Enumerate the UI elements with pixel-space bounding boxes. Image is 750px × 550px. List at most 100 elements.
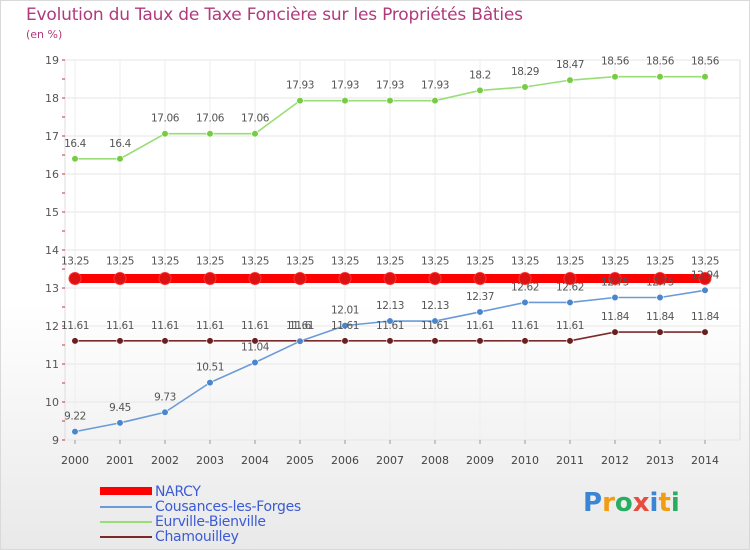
data-label: 13.25 — [331, 256, 359, 268]
data-label: 10.51 — [196, 362, 224, 374]
data-point — [251, 337, 259, 345]
data-point — [431, 97, 439, 105]
data-label: 13.25 — [691, 256, 719, 268]
data-label: 12.75 — [646, 277, 674, 289]
data-point — [476, 337, 484, 345]
data-point — [701, 328, 709, 336]
data-point — [521, 83, 529, 91]
data-point — [116, 155, 124, 163]
legend-label-eurville: Eurville-Bienville — [155, 514, 266, 530]
data-point — [71, 337, 79, 345]
data-point — [251, 130, 259, 138]
x-tick-label: 2004 — [241, 454, 269, 467]
data-label: 13.25 — [466, 256, 494, 268]
data-label: 11.61 — [421, 320, 449, 332]
y-axis-unit: (en %) — [26, 28, 63, 41]
data-label: 13.25 — [61, 256, 89, 268]
data-label: 17.93 — [331, 80, 359, 92]
data-label: 18.2 — [469, 69, 491, 81]
data-point — [116, 419, 124, 427]
data-point — [116, 337, 124, 345]
data-point — [431, 337, 439, 345]
data-label: 13.25 — [511, 256, 539, 268]
data-label: 13.25 — [646, 256, 674, 268]
data-point — [338, 272, 352, 285]
data-label: 11.61 — [556, 320, 584, 332]
data-label: 18.56 — [691, 56, 720, 68]
data-point — [431, 317, 439, 325]
legend-label-cousances: Cousances-les-Forges — [155, 499, 301, 515]
x-tick-label: 2013 — [646, 454, 674, 467]
y-tick-label: 19 — [45, 54, 59, 67]
x-tick-label: 2006 — [331, 454, 359, 467]
legend-swatch-cousances — [100, 506, 152, 508]
data-label: 12.13 — [421, 300, 449, 312]
data-label: 12.94 — [691, 269, 720, 281]
data-label: 17.06 — [196, 113, 225, 125]
x-tick-label: 2000 — [61, 454, 89, 467]
data-label: 11.61 — [376, 320, 404, 332]
data-point — [71, 155, 79, 163]
data-label: 13.25 — [241, 256, 269, 268]
data-label: 12.62 — [556, 281, 584, 293]
data-point — [656, 293, 664, 302]
data-point — [206, 379, 214, 387]
data-point — [566, 76, 574, 84]
data-label: 17.93 — [421, 80, 449, 92]
y-tick-label: 16 — [45, 168, 59, 181]
data-point — [521, 337, 529, 345]
legend-label-chamouilley: Chamouilley — [155, 529, 239, 545]
data-point — [206, 130, 214, 138]
data-point — [611, 293, 619, 302]
data-label: 11.61 — [196, 320, 224, 332]
data-label: 16.4 — [64, 138, 86, 150]
data-label: 18.56 — [646, 56, 675, 68]
data-label: 11.6 — [289, 320, 311, 332]
data-point — [161, 337, 169, 345]
x-tick-label: 2002 — [151, 454, 179, 467]
logo-letter: i — [649, 488, 659, 518]
data-label: 17.93 — [286, 80, 314, 92]
data-label: 12.01 — [331, 305, 359, 317]
data-label: 11.84 — [601, 311, 630, 323]
data-label: 11.61 — [106, 320, 134, 332]
data-label: 11.61 — [466, 320, 494, 332]
data-label: 18.29 — [511, 66, 539, 78]
logo-letter: P — [583, 488, 603, 518]
data-label: 13.25 — [376, 256, 404, 268]
data-point — [293, 272, 307, 285]
data-point — [206, 337, 214, 345]
logo-letter: o — [614, 488, 633, 518]
data-label: 12.62 — [511, 281, 539, 293]
data-label: 13.25 — [151, 256, 179, 268]
x-tick-label: 2001 — [106, 454, 134, 467]
data-point — [341, 97, 349, 105]
data-point — [521, 298, 529, 307]
y-tick-label: 14 — [45, 244, 59, 257]
y-tick-label: 9 — [52, 434, 59, 447]
data-label: 12.13 — [376, 300, 404, 312]
y-tick-label: 17 — [45, 130, 59, 143]
data-label: 11.84 — [646, 311, 675, 323]
data-point — [386, 337, 394, 345]
data-label: 16.4 — [109, 138, 131, 150]
data-label: 11.61 — [241, 320, 269, 332]
data-point — [476, 308, 484, 316]
x-tick-label: 2011 — [556, 454, 584, 467]
x-tick-label: 2007 — [376, 454, 404, 467]
y-tick-label: 15 — [45, 206, 59, 219]
data-point — [518, 272, 532, 285]
y-tick-label: 11 — [45, 358, 59, 371]
data-point — [386, 317, 394, 325]
data-point — [251, 358, 259, 367]
data-point — [296, 337, 304, 345]
data-label: 11.61 — [511, 320, 539, 332]
chart-title: Evolution du Taux de Taxe Foncière sur l… — [26, 5, 523, 25]
data-point — [71, 428, 79, 436]
x-tick-label: 2003 — [196, 454, 224, 467]
legend-label-narcy: NARCY — [155, 484, 201, 500]
data-label: 12.37 — [466, 291, 494, 303]
data-label: 12.75 — [601, 277, 629, 289]
logo-letter: i — [670, 488, 680, 518]
